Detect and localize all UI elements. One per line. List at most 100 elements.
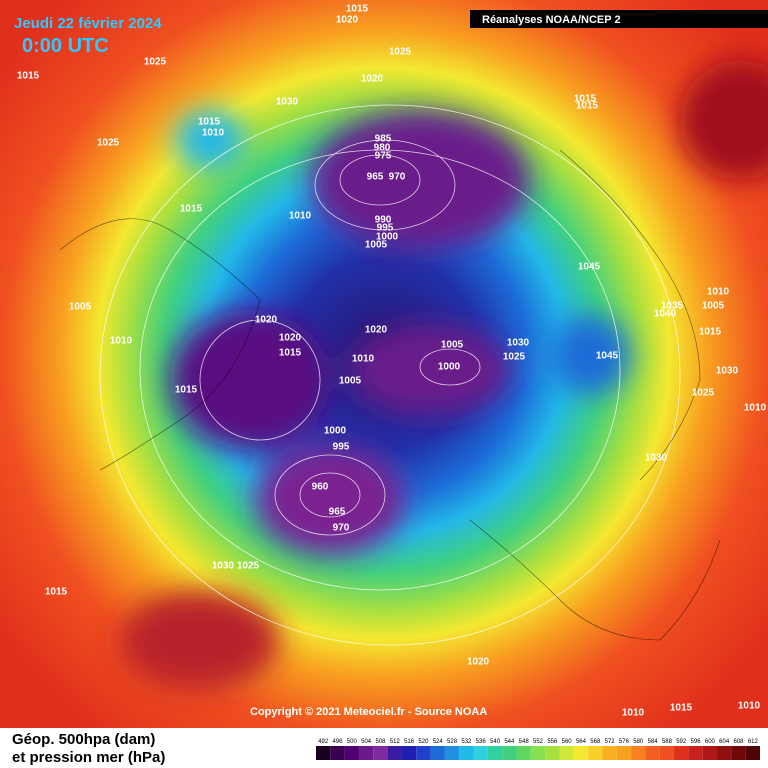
legend-swatch <box>616 746 632 760</box>
isobar-label: 1045 <box>578 262 601 273</box>
legend-label: 500 <box>347 739 358 745</box>
legend-swatch <box>487 746 503 760</box>
legend-label: 536 <box>476 739 487 745</box>
isobar-label: 1010 <box>622 708 645 719</box>
isobar-label: 1010 <box>110 336 133 347</box>
legend-swatch <box>602 746 617 760</box>
isobar-label: 1020 <box>361 74 384 85</box>
isobar-label: 965 <box>367 172 384 183</box>
legend-swatch <box>387 746 402 760</box>
legend-label: 576 <box>619 739 630 745</box>
isobar-label: 1015 <box>574 94 597 105</box>
legend-swatch <box>473 746 488 760</box>
warm-blob <box>680 60 768 180</box>
isobar-label: 980 <box>374 143 391 154</box>
caption: Géop. 500hpa (dam) <box>12 731 155 748</box>
legend-label: 608 <box>734 739 745 745</box>
isobar-label: 1015 <box>180 204 203 215</box>
isobar-label: 1015 <box>175 385 198 396</box>
isobar-label: 1015 <box>45 587 68 598</box>
isobars <box>99 104 681 646</box>
legend-label: 604 <box>719 739 730 745</box>
isobar-label: 1025 <box>389 47 412 58</box>
legend-label: 520 <box>418 739 429 745</box>
cold-blob <box>550 315 630 395</box>
legend-swatch <box>745 746 760 760</box>
warm-blob <box>120 590 280 690</box>
legend-swatch <box>702 746 718 760</box>
isobar-label: 965 <box>329 507 346 518</box>
legend-swatch <box>516 746 531 760</box>
legend-swatch <box>330 746 345 760</box>
legend-label: 544 <box>504 739 515 745</box>
isobar-label: 1020 <box>255 315 278 326</box>
legend-swatch <box>416 746 431 760</box>
isobar-label: 1020 <box>336 15 359 26</box>
legend-swatch <box>344 746 359 760</box>
legend-label: 548 <box>519 739 530 745</box>
legend-label: 596 <box>691 739 702 745</box>
legend-swatch <box>316 746 331 760</box>
isobar-label: 995 <box>377 223 394 234</box>
isobar-label: 1025 <box>97 138 120 149</box>
isobar-label: 1010 <box>744 403 767 414</box>
isobar-label: 1000 <box>438 362 461 373</box>
isobar-label: 1015 <box>17 71 40 82</box>
isobar-label: 990 <box>375 215 392 226</box>
date: Jeudi 22 février 2024 <box>14 15 162 32</box>
isobar-label: 1015 <box>576 101 599 112</box>
isobar-label: 1010 <box>289 211 312 222</box>
legend-swatch <box>530 746 546 760</box>
legend-label: 492 <box>318 739 329 745</box>
isobar-label: 1020 <box>467 657 490 668</box>
isobar-label: 995 <box>333 442 350 453</box>
isobar-label: 970 <box>333 523 350 534</box>
legend-swatch <box>373 746 388 760</box>
isobar-label: 1000 <box>376 232 399 243</box>
isobar-label: 1030 <box>212 561 235 572</box>
legend-label: 516 <box>404 739 415 745</box>
legend-swatch <box>430 746 445 760</box>
isobar-label: 1040 <box>654 309 677 320</box>
caption: et pression mer (hPa) <box>12 749 165 766</box>
legend-swatch <box>674 746 689 760</box>
legend-swatch <box>401 746 417 760</box>
legend-label: 524 <box>433 739 444 745</box>
isobar-label: 1020 <box>365 325 388 336</box>
legend-label: 552 <box>533 739 544 745</box>
legend-label: 556 <box>547 739 558 745</box>
legend-swatch <box>717 746 732 760</box>
source-banner: Réanalyses NOAA/NCEP 2 <box>482 14 621 26</box>
isobar-label: 1005 <box>702 301 725 312</box>
legend-label: 572 <box>605 739 616 745</box>
legend-swatch <box>645 746 660 760</box>
copyright: Copyright © 2021 Meteociel.fr - Source N… <box>250 706 487 718</box>
low-blob <box>350 325 510 415</box>
legend-swatch <box>659 746 675 760</box>
isobar-label: 985 <box>375 134 392 145</box>
legend-label: 592 <box>676 739 687 745</box>
isobar-label: 1005 <box>69 302 92 313</box>
legend-swatch <box>559 746 574 760</box>
isobar-label: 1025 <box>237 561 260 572</box>
legend-label: 508 <box>375 739 386 745</box>
legend-swatch <box>444 746 460 760</box>
isobar-label: 1010 <box>352 354 375 365</box>
isobar-label: 1030 <box>276 97 299 108</box>
isobar-label: 1015 <box>670 703 693 714</box>
isobar-label: 1045 <box>596 351 619 362</box>
legend-label: 512 <box>390 739 401 745</box>
isobar-label: 1015 <box>198 117 221 128</box>
isobar-label: 1015 <box>699 327 722 338</box>
colorbar: 492 496 500 504 508 512 516 520 524 528 532 536 540 5… <box>316 739 760 760</box>
legend-label: 588 <box>662 739 673 745</box>
legend-swatch <box>502 746 517 760</box>
legend-swatch <box>588 746 603 760</box>
legend-label: 568 <box>590 739 601 745</box>
isobar-label: 1025 <box>503 352 526 363</box>
legend-label: 580 <box>633 739 644 745</box>
legend-label: 496 <box>332 739 343 745</box>
isobar-label: 1030 <box>645 453 668 464</box>
